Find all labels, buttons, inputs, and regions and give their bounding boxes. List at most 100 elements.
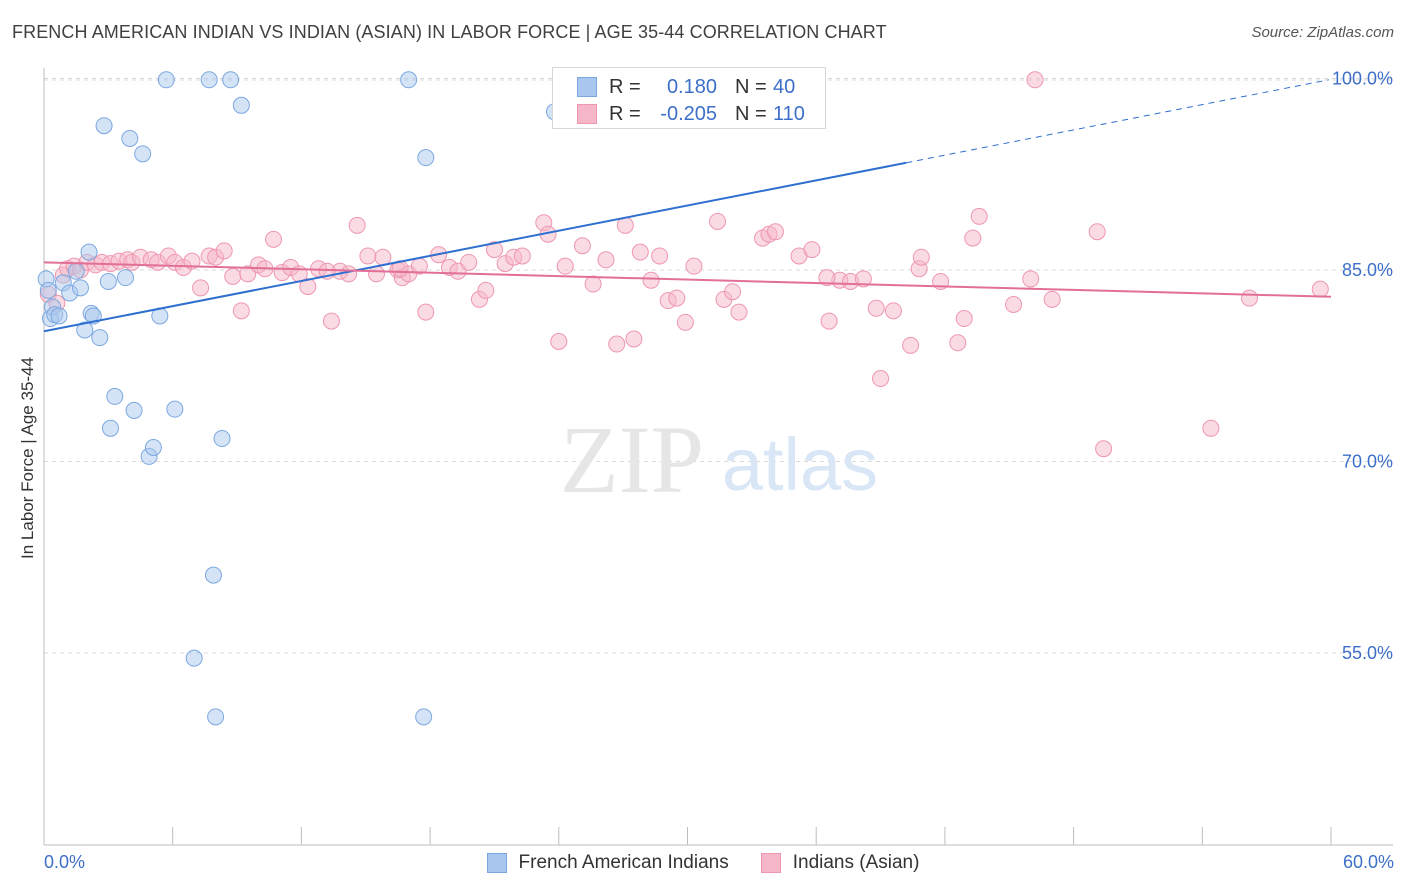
- legend-r-label: R =: [609, 75, 641, 98]
- gridlines: [44, 78, 1393, 654]
- legend-r-value: -0.205: [660, 102, 717, 125]
- data-point: [1026, 71, 1044, 89]
- data-point: [884, 302, 902, 320]
- series-french-american-indians: [37, 71, 804, 726]
- data-point: [39, 281, 57, 299]
- data-point: [204, 566, 222, 584]
- axes: [43, 68, 1393, 846]
- watermark: ZIP atlas: [560, 406, 878, 513]
- legend-n-value: 40: [773, 75, 796, 98]
- data-point: [477, 281, 495, 299]
- data-point: [134, 145, 152, 163]
- data-point: [183, 252, 201, 270]
- data-point: [1095, 440, 1113, 458]
- data-point: [106, 387, 124, 405]
- x-tick-label-min: 0.0%: [44, 852, 86, 872]
- data-point: [668, 289, 686, 307]
- data-point: [556, 257, 574, 275]
- series-legend: French American Indians Indians (Asian): [0, 852, 1406, 874]
- legend-row-indians-asian: R = -0.205 N = 110: [577, 101, 805, 127]
- data-point: [157, 71, 175, 89]
- legend-r-value: 0.180: [666, 75, 717, 98]
- data-point: [1202, 419, 1220, 437]
- series-indians-asian: [39, 71, 1329, 458]
- stats-legend: R = 0.180 N = 40 R = -0.205 N = 110: [552, 67, 826, 129]
- data-point: [1240, 289, 1258, 307]
- data-point: [550, 332, 568, 350]
- legend-n-label: N =: [735, 102, 767, 125]
- legend-item-indians-asian: Indians (Asian): [760, 852, 920, 874]
- legend-r-label: R =: [609, 102, 641, 125]
- data-point: [415, 708, 433, 726]
- data-point: [265, 230, 283, 248]
- data-point: [50, 307, 68, 325]
- data-point: [818, 269, 836, 287]
- trend-line-pink: [43, 261, 1332, 298]
- legend-n-label: N =: [735, 75, 767, 98]
- data-point: [222, 71, 240, 89]
- legend-swatch-pink: [577, 104, 597, 124]
- data-point: [902, 336, 920, 354]
- y-tick-label: 100.0%: [1332, 69, 1393, 89]
- data-point: [460, 253, 478, 271]
- data-point: [299, 278, 317, 296]
- legend-label: French American Indians: [518, 852, 729, 873]
- legend-row-french-american-indians: R = 0.180 N = 40: [577, 74, 795, 100]
- data-point: [820, 312, 838, 330]
- data-point: [232, 96, 250, 114]
- y-tick-labels: 55.0% 70.0% 85.0% 100.0%: [1332, 69, 1393, 664]
- data-point: [608, 335, 626, 353]
- data-point: [1005, 295, 1023, 313]
- chart-title: FRENCH AMERICAN INDIAN VS INDIAN (ASIAN)…: [12, 22, 887, 42]
- data-point: [1043, 290, 1061, 308]
- data-point: [117, 269, 135, 287]
- data-point: [101, 419, 119, 437]
- data-point: [949, 334, 967, 352]
- watermark-zip: ZIP: [560, 406, 704, 513]
- data-point: [803, 241, 821, 259]
- data-point: [724, 283, 742, 301]
- data-point: [964, 229, 982, 247]
- data-point: [67, 262, 85, 280]
- legend-swatch-blue: [486, 853, 507, 873]
- trend-lines: [43, 79, 1332, 333]
- data-point: [400, 71, 418, 89]
- data-point: [625, 330, 643, 348]
- data-point: [867, 299, 885, 317]
- data-point: [185, 649, 203, 667]
- legend-item-french-american-indians: French American Indians: [486, 852, 729, 874]
- data-point: [144, 438, 162, 456]
- data-point: [121, 130, 139, 148]
- data-point: [417, 303, 435, 321]
- data-point: [573, 237, 591, 255]
- data-point: [597, 251, 615, 269]
- data-point: [322, 312, 340, 330]
- x-tick-label-max: 60.0%: [1342, 852, 1394, 872]
- data-point: [730, 303, 748, 321]
- data-point: [1022, 270, 1040, 288]
- data-point: [970, 207, 988, 225]
- data-point: [631, 243, 649, 261]
- legend-label: Indians (Asian): [792, 852, 920, 873]
- data-point: [80, 243, 98, 261]
- data-point: [1088, 223, 1106, 241]
- data-point: [166, 400, 184, 418]
- legend-n-value: 110: [773, 102, 805, 125]
- y-axis-label: In Labor Force | Age 35-44: [18, 357, 37, 559]
- data-point: [642, 271, 660, 289]
- data-point: [955, 310, 973, 328]
- data-point: [99, 272, 117, 290]
- legend-swatch-blue: [577, 77, 597, 97]
- data-point: [200, 71, 218, 89]
- y-tick-label: 55.0%: [1342, 643, 1393, 663]
- data-point: [417, 149, 435, 167]
- data-point: [224, 267, 242, 285]
- data-point: [685, 257, 703, 275]
- data-point: [854, 270, 872, 288]
- data-point: [76, 321, 94, 339]
- data-point: [91, 329, 109, 347]
- data-point: [125, 401, 143, 419]
- data-point: [872, 370, 890, 388]
- data-point: [213, 430, 231, 448]
- y-tick-label: 85.0%: [1342, 260, 1393, 280]
